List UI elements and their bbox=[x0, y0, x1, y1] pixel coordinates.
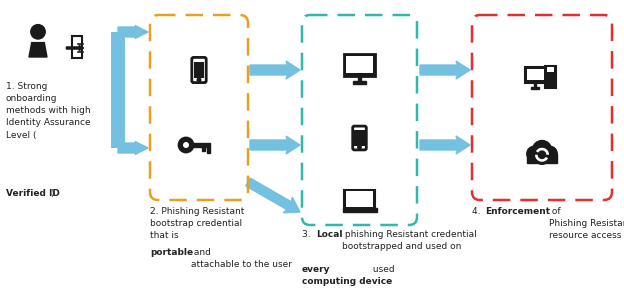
Text: portable: portable bbox=[150, 248, 193, 257]
Text: 2. Phishing Resistant
bootstrap credential
that is: 2. Phishing Resistant bootstrap credenti… bbox=[150, 207, 245, 240]
FancyBboxPatch shape bbox=[545, 66, 555, 88]
Bar bbox=[358, 76, 361, 81]
Text: Verified ID: Verified ID bbox=[6, 189, 60, 198]
FancyArrow shape bbox=[66, 45, 84, 51]
Circle shape bbox=[197, 78, 201, 82]
FancyBboxPatch shape bbox=[193, 62, 205, 78]
Circle shape bbox=[183, 142, 189, 148]
FancyArrow shape bbox=[118, 141, 148, 155]
Text: of
Phishing Resistance on
resource access: of Phishing Resistance on resource acces… bbox=[549, 207, 624, 240]
FancyBboxPatch shape bbox=[525, 67, 545, 83]
Bar bbox=[353, 81, 366, 84]
Text: and
attachable to the user: and attachable to the user bbox=[191, 248, 292, 269]
Bar bbox=[534, 83, 536, 87]
FancyBboxPatch shape bbox=[192, 57, 206, 83]
FancyBboxPatch shape bbox=[346, 191, 373, 207]
Text: every
computing device: every computing device bbox=[302, 265, 392, 286]
Bar bbox=[190, 143, 210, 147]
FancyBboxPatch shape bbox=[354, 130, 364, 146]
Circle shape bbox=[527, 146, 542, 161]
Circle shape bbox=[179, 138, 193, 152]
Text: 4.: 4. bbox=[472, 207, 484, 216]
Bar bbox=[207, 147, 210, 153]
Bar bbox=[343, 208, 376, 212]
FancyArrow shape bbox=[250, 61, 300, 79]
Text: 3.: 3. bbox=[302, 230, 313, 239]
Bar bbox=[202, 147, 205, 151]
Text: phishing Resistant credential
bootstrapped and used on: phishing Resistant credential bootstrapp… bbox=[342, 230, 477, 251]
FancyBboxPatch shape bbox=[527, 69, 544, 80]
FancyArrow shape bbox=[118, 25, 148, 39]
Text: used: used bbox=[370, 265, 394, 274]
Circle shape bbox=[532, 141, 552, 159]
FancyBboxPatch shape bbox=[353, 126, 366, 150]
Circle shape bbox=[358, 146, 361, 149]
FancyBboxPatch shape bbox=[346, 56, 373, 73]
Circle shape bbox=[31, 25, 45, 39]
FancyBboxPatch shape bbox=[344, 190, 375, 208]
FancyArrow shape bbox=[250, 136, 300, 154]
Text: ): ) bbox=[50, 189, 54, 198]
Text: Local: Local bbox=[316, 230, 343, 239]
Text: Enforcement: Enforcement bbox=[485, 207, 550, 216]
FancyBboxPatch shape bbox=[547, 67, 554, 71]
FancyArrow shape bbox=[246, 178, 300, 213]
Bar bbox=[527, 154, 557, 163]
Circle shape bbox=[542, 146, 557, 161]
FancyBboxPatch shape bbox=[344, 54, 375, 76]
Polygon shape bbox=[29, 42, 47, 57]
FancyArrow shape bbox=[420, 136, 470, 154]
FancyArrow shape bbox=[420, 61, 470, 79]
Bar bbox=[531, 87, 539, 89]
Circle shape bbox=[534, 147, 550, 164]
Text: 1. Strong
onboarding
methods with high
Identity Assurance
Level (: 1. Strong onboarding methods with high I… bbox=[6, 82, 90, 140]
